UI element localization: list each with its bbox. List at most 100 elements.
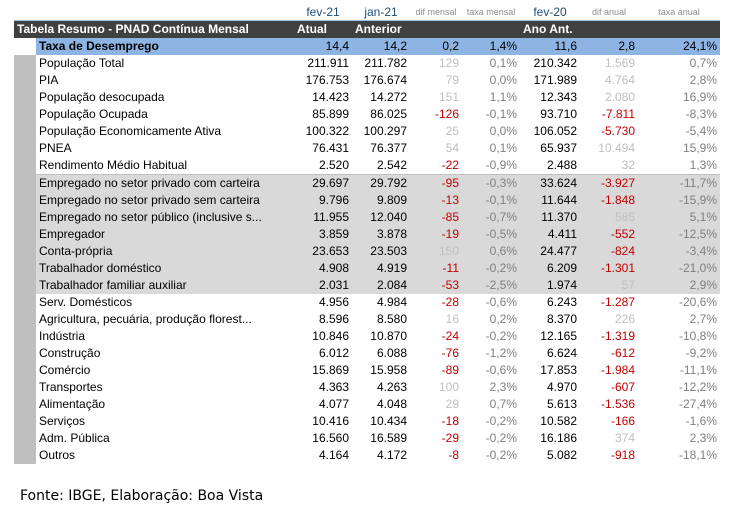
row-label: Adm. Pública xyxy=(36,430,294,447)
value-dif-mensal: -28 xyxy=(410,294,462,311)
unemployment-rate-row: Taxa de Desemprego 14,4 14,2 0,2 1,4% 11… xyxy=(14,38,720,55)
value-atual: 3.859 xyxy=(294,226,352,243)
value-anterior: 14.272 xyxy=(352,89,410,106)
table-row: Rendimento Médio Habitual 2.520 2.542 -22 -0… xyxy=(14,157,720,175)
value-dif-mensal: -8 xyxy=(410,447,462,464)
value-anterior: 4.263 xyxy=(352,379,410,396)
table-row: Serv. Domésticos 4.956 4.984 -28 -0,6% 6.243-… xyxy=(14,294,720,311)
value-ano-ant: 16.186 xyxy=(520,430,580,447)
table-row: Empregador 3.859 3.878 -19 -0,5% 4.411 -552 -12… xyxy=(14,226,720,243)
value-atual: 85.899 xyxy=(294,106,352,123)
table-row: PIA 176.753 176.674 79 0,0% 171.989 4.764 2,8% xyxy=(14,72,720,89)
period-header-spacer xyxy=(14,4,36,21)
value-dif-anual: -5.730 xyxy=(580,123,638,140)
taxa-taxa-anual: 24,1% xyxy=(638,38,720,55)
value-atual: 6.012 xyxy=(294,345,352,362)
value-ano-ant: 6.243 xyxy=(520,294,580,311)
value-taxa-mensal: 0,0% xyxy=(462,123,520,140)
table-row: População Ocupada 85.899 86.025 -126 -0,1% 93… xyxy=(14,106,720,123)
value-anterior: 100.297 xyxy=(352,123,410,140)
value-anterior: 8.580 xyxy=(352,311,410,328)
value-anterior: 29.792 xyxy=(352,174,410,192)
value-ano-ant: 65.937 xyxy=(520,140,580,157)
value-ano-ant: 210.342 xyxy=(520,55,580,72)
row-label: Serv. Domésticos xyxy=(36,294,294,311)
value-dif-mensal: 79 xyxy=(410,72,462,89)
value-ano-ant: 8.370 xyxy=(520,311,580,328)
value-taxa-mensal: -0,2% xyxy=(462,260,520,277)
value-atual: 100.322 xyxy=(294,123,352,140)
table-row: Trabalhador doméstico 4.908 4.919 -11 -0,2% 6… xyxy=(14,260,720,277)
summary-table: fev-21 jan-21 dif mensal taxa mensal fev… xyxy=(14,4,720,464)
value-anterior: 6.088 xyxy=(352,345,410,362)
value-atual: 11.955 xyxy=(294,209,352,226)
source-footer: Fonte: IBGE, Elaboração: Boa Vista xyxy=(20,488,264,504)
value-atual: 8.596 xyxy=(294,311,352,328)
value-atual: 76.431 xyxy=(294,140,352,157)
value-taxa-anual: 2,9% xyxy=(638,277,720,294)
value-dif-anual: 32 xyxy=(580,157,638,175)
header-blank xyxy=(410,20,462,38)
value-anterior: 3.878 xyxy=(352,226,410,243)
value-anterior: 76.377 xyxy=(352,140,410,157)
header-blank xyxy=(462,20,520,38)
value-dif-anual: 585 xyxy=(580,209,638,226)
value-taxa-mensal: -0,2% xyxy=(462,430,520,447)
value-dif-anual: -1.536 xyxy=(580,396,638,413)
value-anterior: 4.048 xyxy=(352,396,410,413)
table-row: Agricultura, pecuária, produção florest.… xyxy=(14,311,720,328)
table-row: População desocupada 14.423 14.272 151 1,1% 1… xyxy=(14,89,720,106)
value-dif-mensal: -22 xyxy=(410,157,462,175)
value-ano-ant: 93.710 xyxy=(520,106,580,123)
value-atual: 10.846 xyxy=(294,328,352,345)
value-taxa-mensal: -0,1% xyxy=(462,106,520,123)
value-taxa-mensal: -0,2% xyxy=(462,328,520,345)
value-taxa-anual: -12,5% xyxy=(638,226,720,243)
period-header-row: fev-21 jan-21 dif mensal taxa mensal fev… xyxy=(14,4,720,21)
value-dif-mensal: -29 xyxy=(410,430,462,447)
value-dif-anual: -1.848 xyxy=(580,192,638,209)
value-dif-mensal: -18 xyxy=(410,413,462,430)
value-taxa-anual: -1,6% xyxy=(638,413,720,430)
value-ano-ant: 1.974 xyxy=(520,277,580,294)
row-label: População desocupada xyxy=(36,89,294,106)
row-label: PIA xyxy=(36,72,294,89)
main-header-row: Tabela Resumo - PNAD Contínua Mensal Atu… xyxy=(14,20,720,38)
table-row: Outros 4.164 4.172 -8 -0,2% 5.082 -918 -18,1% xyxy=(14,447,720,464)
table-row: Adm. Pública 16.560 16.589 -29 -0,2% 16.186 37… xyxy=(14,430,720,447)
value-anterior: 4.984 xyxy=(352,294,410,311)
row-label: Alimentação xyxy=(36,396,294,413)
value-taxa-mensal: -0,3% xyxy=(462,174,520,192)
table-row: PNEA 76.431 76.377 54 0,1% 65.937 10.494 15,9% xyxy=(14,140,720,157)
table-row: Dados GeraisPopulação Total211.911211.78… xyxy=(14,55,720,175)
table-row: Construção 6.012 6.088 -76 -1,2% 6.624 -612 -9,… xyxy=(14,345,720,362)
value-atual: 4.908 xyxy=(294,260,352,277)
value-atual: 176.753 xyxy=(294,72,352,89)
taxa-label: Taxa de Desemprego xyxy=(36,38,294,55)
period-year-ago: fev-20 xyxy=(520,4,580,21)
table-row: Conta-própria 23.653 23.503 150 0,6% 24.477 -8… xyxy=(14,243,720,260)
table-row: Trabalhador familiar auxiliar 2.031 2.084-… xyxy=(14,277,720,294)
table-row: Indústria 10.846 10.870 -24 -0,2% 12.165 -1.31… xyxy=(14,328,720,345)
period-current: fev-21 xyxy=(294,4,352,21)
row-label: Indústria xyxy=(36,328,294,345)
value-taxa-mensal: -0,2% xyxy=(462,413,520,430)
value-taxa-anual: -15,9% xyxy=(638,192,720,209)
value-anterior: 15.958 xyxy=(352,362,410,379)
header-atual: Atual xyxy=(294,20,352,38)
value-anterior: 2.542 xyxy=(352,157,410,175)
value-atual: 16.560 xyxy=(294,430,352,447)
header-blank xyxy=(580,20,638,38)
value-anterior: 16.589 xyxy=(352,430,410,447)
value-dif-mensal: 16 xyxy=(410,311,462,328)
value-taxa-mensal: -0,6% xyxy=(462,294,520,311)
table-row: Comércio 15.869 15.958 -89 -0,6% 17.853 -1.984… xyxy=(14,362,720,379)
row-label: Transportes xyxy=(36,379,294,396)
row-label: Empregado no setor privado sem carteira xyxy=(36,192,294,209)
value-taxa-anual: -12,2% xyxy=(638,379,720,396)
section-label: Dados Gerais xyxy=(14,55,36,175)
row-label: Trabalhador familiar auxiliar xyxy=(36,277,294,294)
value-anterior: 10.870 xyxy=(352,328,410,345)
value-atual: 211.911 xyxy=(294,55,352,72)
row-label: Empregador xyxy=(36,226,294,243)
